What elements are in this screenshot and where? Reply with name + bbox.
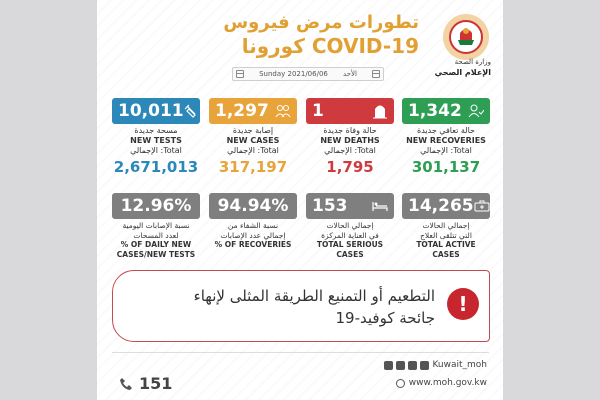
stat-total-label: الإجمالي :Total [227, 146, 279, 155]
stat-label-en: NEW CASES [226, 136, 280, 145]
ratio-line: TOTAL ACTIVE CASES [416, 240, 476, 259]
social-handles: Kuwait_moh [384, 360, 487, 370]
date-english: Sunday 2021/06/06 [259, 70, 328, 78]
ratio-line: CASES/NEW TESTS [116, 249, 196, 259]
ratio-line: التي تتلقى العلاج [420, 230, 472, 240]
ratio-line: لعدد المسحات [133, 230, 179, 240]
stat-label-ar: إصابة جديدة [232, 126, 274, 135]
ratio-line: إجمالي الحالات [422, 221, 470, 230]
stat-total: 317,197 [218, 158, 288, 176]
website: www.moh.gov.kw [395, 378, 487, 388]
social-handle: Kuwait_moh [432, 360, 487, 370]
ratio-line: في العناية المركزة [321, 230, 379, 240]
stat-value: 1,297 [215, 101, 269, 121]
stat-badge: 1,342 [402, 98, 490, 124]
ratio-line: إجمالي عدد الإصابات [220, 230, 286, 240]
facebook-icon [384, 360, 394, 370]
instagram-icon [396, 360, 406, 370]
globe-icon [395, 378, 405, 388]
stat-label-en: NEW TESTS [130, 136, 182, 145]
ratio-line: TOTAL SERIOUS CASES [316, 240, 384, 259]
stat-value: 1,342 [408, 101, 462, 121]
people-icon [275, 103, 291, 119]
ratio-value: 94.94% [217, 196, 289, 216]
stat-label-en: NEW DEATHS [320, 136, 380, 145]
ratio-badge: 12.96% [112, 193, 200, 219]
message-line-1: التطعيم أو التمنيع الطريقة المثلى لإنهاء [193, 287, 435, 305]
day-arabic: الأحد [342, 70, 357, 78]
stat-total: 1,795 [326, 158, 374, 176]
stat-label-ar: حالة تعافي جديدة [417, 126, 475, 135]
ratio-line: % OF RECOVERIES [214, 240, 292, 249]
ratio-active-cases: 14,265 إجمالي الحالات التي تتلقى العلاج … [402, 193, 490, 259]
stat-value: 1 [312, 101, 324, 121]
message-line-2: جائحة كوفيد-19 [335, 309, 435, 327]
date-bar: Sunday 2021/06/06 الأحد [232, 67, 384, 81]
stat-total-label: الإجمالي :Total [324, 146, 376, 155]
stat-label-en: NEW RECOVERIES [406, 136, 486, 145]
phone-icon [120, 377, 132, 390]
title-line-2: كورونا COVID-19 [241, 34, 419, 58]
calendar-icon [372, 70, 380, 78]
ministry-logo [443, 14, 489, 60]
ratio-line: نسبة الإصابات اليومية [122, 221, 190, 230]
ratio-badge: 153 [306, 193, 394, 219]
ratio-line: % OF DAILY NEW [120, 240, 192, 249]
ratio-badge: 14,265 [402, 193, 490, 219]
test-tube-icon [184, 103, 198, 119]
stat-label-ar: مسحة جديدة [134, 126, 178, 135]
stat-badge: 1 [306, 98, 394, 124]
person-check-icon [468, 103, 484, 119]
ratio-line: نسبة الشفاء من [227, 221, 279, 230]
kuwait-emblem-icon [449, 20, 483, 54]
stat-new-tests: 10,011 مسحة جديدة NEW TESTS الإجمالي :To… [112, 98, 200, 176]
stat-new-recoveries: 1,342 حالة تعافي جديدة NEW RECOVERIES ال… [402, 98, 490, 176]
footer-divider [112, 352, 489, 353]
hotline: 151 [119, 374, 172, 393]
ratio-badge: 94.94% [209, 193, 297, 219]
stat-new-deaths: 1 حالة وفاة جديدة NEW DEATHS الإجمالي :T… [306, 98, 394, 176]
ministry-name: وزارة الصحة [454, 58, 491, 66]
alert-icon: ! [447, 288, 479, 320]
ratio-serious-cases: 153 إجمالي الحالات في العناية المركزة TO… [306, 193, 394, 259]
stat-total-label: الإجمالي :Total [420, 146, 472, 155]
stat-total: 301,137 [411, 158, 481, 176]
stat-total-label: الإجمالي :Total [130, 146, 182, 155]
youtube-icon [420, 360, 430, 370]
stat-badge: 1,297 [209, 98, 297, 124]
ratio-recoveries: 94.94% نسبة الشفاء من إجمالي عدد الإصابا… [209, 193, 297, 250]
ratio-value: 153 [312, 196, 348, 216]
medical-kit-icon [474, 198, 490, 214]
stat-badge: 10,011 [112, 98, 200, 124]
infographic-poster: تطورات مرض فيروس كورونا COVID-19 وزارة ا… [97, 0, 503, 400]
tombstone-icon [372, 103, 388, 119]
hotline-number: 151 [139, 374, 173, 393]
stat-value: 10,011 [118, 101, 184, 121]
ratio-daily-cases: 12.96% نسبة الإصابات اليومية لعدد المسحا… [112, 193, 200, 259]
calendar-icon [236, 70, 244, 78]
ratio-value: 14,265 [408, 196, 474, 216]
ratio-value: 12.96% [120, 196, 192, 216]
ratio-line: إجمالي الحالات [326, 221, 374, 230]
twitter-icon [408, 360, 418, 370]
stat-label-ar: حالة وفاة جديدة [323, 126, 377, 135]
media-label: الإعلام الصحي [434, 68, 491, 77]
title-line-1: تطورات مرض فيروس [223, 12, 419, 33]
vaccination-message-box: التطعيم أو التمنيع الطريقة المثلى لإنهاء… [112, 270, 490, 342]
website-url: www.moh.gov.kw [408, 378, 487, 388]
stat-new-cases: 1,297 إصابة جديدة NEW CASES الإجمالي :To… [209, 98, 297, 176]
hospital-bed-icon [372, 198, 388, 214]
stat-total: 2,671,013 [113, 158, 199, 176]
